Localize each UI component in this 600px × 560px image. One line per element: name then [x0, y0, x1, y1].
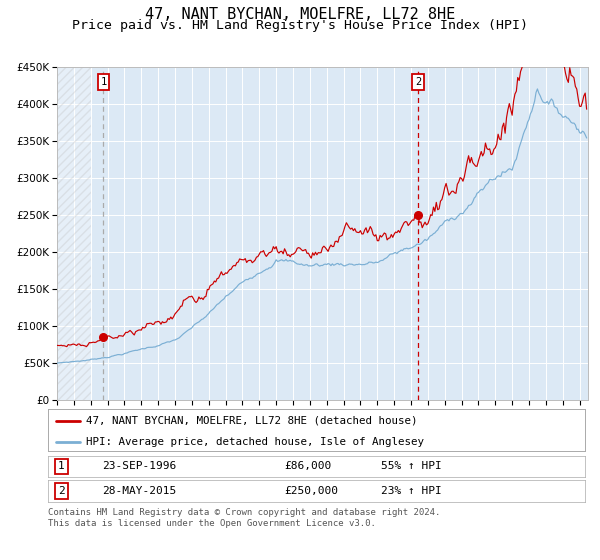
- Text: 1: 1: [58, 461, 65, 472]
- Text: Contains HM Land Registry data © Crown copyright and database right 2024.
This d: Contains HM Land Registry data © Crown c…: [48, 508, 440, 528]
- Text: £250,000: £250,000: [284, 486, 338, 496]
- Text: 1: 1: [100, 77, 106, 87]
- Text: 23-SEP-1996: 23-SEP-1996: [102, 461, 176, 472]
- Text: 2: 2: [415, 77, 421, 87]
- Text: 47, NANT BYCHAN, MOELFRE, LL72 8HE (detached house): 47, NANT BYCHAN, MOELFRE, LL72 8HE (deta…: [86, 416, 417, 426]
- Text: 47, NANT BYCHAN, MOELFRE, LL72 8HE: 47, NANT BYCHAN, MOELFRE, LL72 8HE: [145, 7, 455, 22]
- Text: £86,000: £86,000: [284, 461, 332, 472]
- Bar: [57, 67, 91, 400]
- Text: 2: 2: [58, 486, 65, 496]
- Text: 28-MAY-2015: 28-MAY-2015: [102, 486, 176, 496]
- Text: 23% ↑ HPI: 23% ↑ HPI: [381, 486, 442, 496]
- Text: 55% ↑ HPI: 55% ↑ HPI: [381, 461, 442, 472]
- Text: Price paid vs. HM Land Registry's House Price Index (HPI): Price paid vs. HM Land Registry's House …: [72, 19, 528, 32]
- Text: HPI: Average price, detached house, Isle of Anglesey: HPI: Average price, detached house, Isle…: [86, 437, 424, 446]
